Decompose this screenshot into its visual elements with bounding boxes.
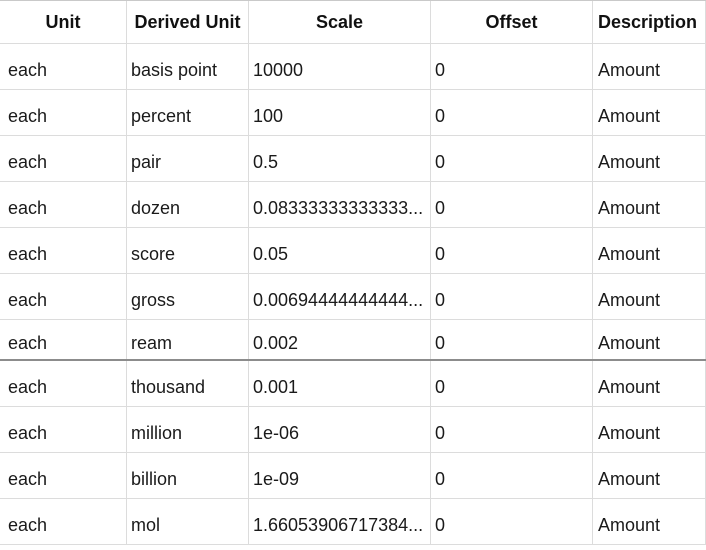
column-header-derived-unit[interactable]: Derived Unit bbox=[127, 1, 249, 43]
table-row[interactable]: each dozen 0.08333333333333... 0 Amount bbox=[0, 182, 706, 228]
cell-derived-unit[interactable]: basis point bbox=[127, 44, 249, 89]
column-header-offset[interactable]: Offset bbox=[431, 1, 593, 43]
cell-offset[interactable]: 0 bbox=[431, 453, 593, 498]
cell-unit[interactable]: each bbox=[0, 274, 127, 319]
cell-description[interactable]: Amount bbox=[593, 44, 706, 89]
cell-offset[interactable]: 0 bbox=[431, 136, 593, 181]
cell-unit[interactable]: each bbox=[0, 361, 127, 406]
cell-scale[interactable]: 1e-06 bbox=[249, 407, 431, 452]
cell-description[interactable]: Amount bbox=[593, 320, 706, 359]
cell-derived-unit[interactable]: thousand bbox=[127, 361, 249, 406]
cell-unit[interactable]: each bbox=[0, 136, 127, 181]
cell-description[interactable]: Amount bbox=[593, 90, 706, 135]
cell-description[interactable]: Amount bbox=[593, 361, 706, 406]
cell-unit[interactable]: each bbox=[0, 453, 127, 498]
cell-unit[interactable]: each bbox=[0, 320, 127, 359]
cell-derived-unit[interactable]: billion bbox=[127, 453, 249, 498]
cell-scale[interactable]: 0.00694444444444... bbox=[249, 274, 431, 319]
cell-description[interactable]: Amount bbox=[593, 453, 706, 498]
cell-description[interactable]: Amount bbox=[593, 274, 706, 319]
cell-description[interactable]: Amount bbox=[593, 499, 706, 544]
cell-offset[interactable]: 0 bbox=[431, 228, 593, 273]
cell-unit[interactable]: each bbox=[0, 90, 127, 135]
table-row[interactable]: each pair 0.5 0 Amount bbox=[0, 136, 706, 182]
cell-scale[interactable]: 100 bbox=[249, 90, 431, 135]
cell-derived-unit[interactable]: percent bbox=[127, 90, 249, 135]
cell-unit[interactable]: each bbox=[0, 44, 127, 89]
column-header-unit[interactable]: Unit bbox=[0, 1, 127, 43]
table-row[interactable]: each million 1e-06 0 Amount bbox=[0, 407, 706, 453]
cell-scale[interactable]: 0.05 bbox=[249, 228, 431, 273]
cell-offset[interactable]: 0 bbox=[431, 90, 593, 135]
cell-offset[interactable]: 0 bbox=[431, 274, 593, 319]
table-row[interactable]: each percent 100 0 Amount bbox=[0, 90, 706, 136]
table-row[interactable]: each score 0.05 0 Amount bbox=[0, 228, 706, 274]
cell-derived-unit[interactable]: dozen bbox=[127, 182, 249, 227]
cell-scale[interactable]: 0.5 bbox=[249, 136, 431, 181]
cell-scale[interactable]: 10000 bbox=[249, 44, 431, 89]
cell-scale[interactable]: 1.66053906717384... bbox=[249, 499, 431, 544]
cell-description[interactable]: Amount bbox=[593, 407, 706, 452]
table-row[interactable]: each ream 0.002 0 Amount bbox=[0, 320, 706, 361]
cell-derived-unit[interactable]: million bbox=[127, 407, 249, 452]
cell-description[interactable]: Amount bbox=[593, 228, 706, 273]
cell-unit[interactable]: each bbox=[0, 499, 127, 544]
column-header-description[interactable]: Description bbox=[593, 1, 706, 43]
cell-scale[interactable]: 1e-09 bbox=[249, 453, 431, 498]
table-row[interactable]: each basis point 10000 0 Amount bbox=[0, 44, 706, 90]
cell-derived-unit[interactable]: ream bbox=[127, 320, 249, 359]
cell-derived-unit[interactable]: mol bbox=[127, 499, 249, 544]
cell-offset[interactable]: 0 bbox=[431, 361, 593, 406]
cell-derived-unit[interactable]: score bbox=[127, 228, 249, 273]
table-row[interactable]: each thousand 0.001 0 Amount bbox=[0, 361, 706, 407]
table-header: Unit Derived Unit Scale Offset Descripti… bbox=[0, 1, 706, 44]
cell-unit[interactable]: each bbox=[0, 407, 127, 452]
cell-description[interactable]: Amount bbox=[593, 136, 706, 181]
column-header-scale[interactable]: Scale bbox=[249, 1, 431, 43]
cell-scale[interactable]: 0.08333333333333... bbox=[249, 182, 431, 227]
table-row[interactable]: each gross 0.00694444444444... 0 Amount bbox=[0, 274, 706, 320]
cell-unit[interactable]: each bbox=[0, 228, 127, 273]
cell-offset[interactable]: 0 bbox=[431, 499, 593, 544]
cell-scale[interactable]: 0.002 bbox=[249, 320, 431, 359]
cell-unit[interactable]: each bbox=[0, 182, 127, 227]
table-row[interactable]: each billion 1e-09 0 Amount bbox=[0, 453, 706, 499]
cell-scale[interactable]: 0.001 bbox=[249, 361, 431, 406]
cell-offset[interactable]: 0 bbox=[431, 407, 593, 452]
cell-derived-unit[interactable]: pair bbox=[127, 136, 249, 181]
cell-description[interactable]: Amount bbox=[593, 182, 706, 227]
cell-offset[interactable]: 0 bbox=[431, 44, 593, 89]
table-row[interactable]: each mol 1.66053906717384... 0 Amount bbox=[0, 499, 706, 545]
cell-derived-unit[interactable]: gross bbox=[127, 274, 249, 319]
cell-offset[interactable]: 0 bbox=[431, 182, 593, 227]
cell-offset[interactable]: 0 bbox=[431, 320, 593, 359]
